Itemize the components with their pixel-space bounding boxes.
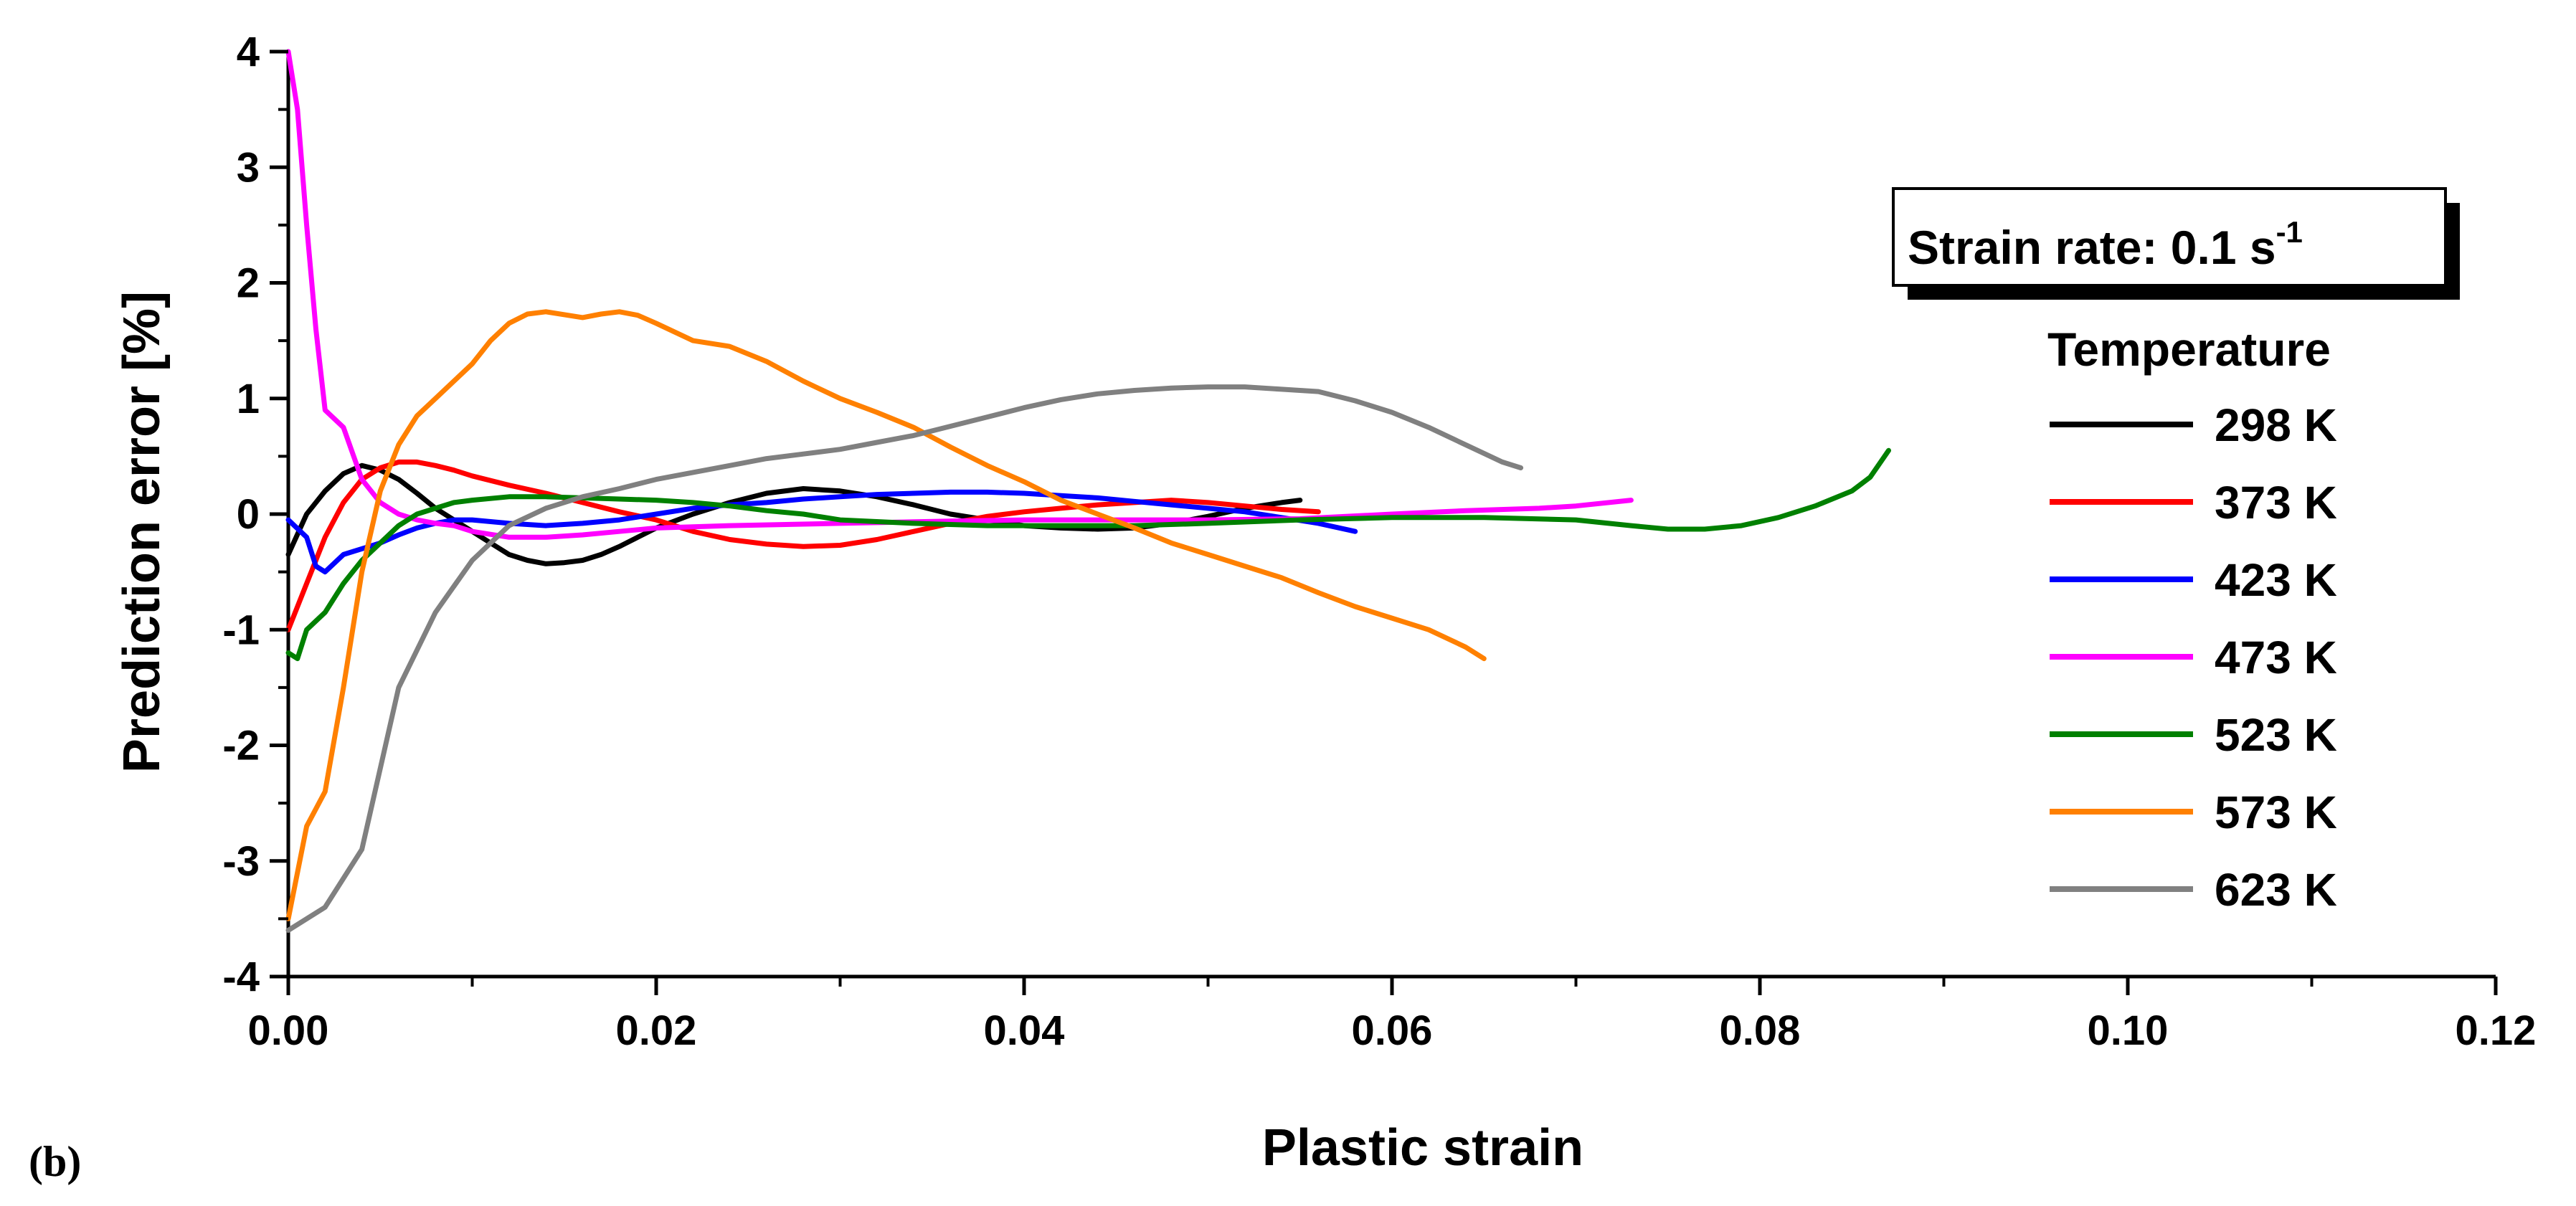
legend: 298 K 373 K 423 K 473 K 523 K 573 K 623 K: [2050, 399, 2337, 916]
strain-rate-text: Strain rate: 0.1 s-1: [1908, 215, 2303, 274]
legend-label: 298 K: [2215, 399, 2337, 451]
strain-rate-box: Strain rate: 0.1 s-1: [1892, 187, 2460, 300]
legend-label: 373 K: [2215, 477, 2337, 528]
x-tick-label: 0.06: [1352, 1007, 1433, 1054]
x-tick-label: 0.10: [2088, 1007, 2169, 1054]
x-tick-label: 0.04: [984, 1007, 1065, 1054]
legend-label: 523 K: [2215, 709, 2337, 761]
legend-title: Temperature: [2047, 323, 2331, 376]
legend-label: 623 K: [2215, 864, 2337, 916]
y-tick-label: 3: [237, 144, 260, 191]
y-tick-label: 0: [237, 491, 260, 538]
y-tick-label: 1: [237, 376, 260, 422]
y-tick-label: -1: [222, 607, 260, 653]
strain-rate-label: Strain rate: 0.1 s: [1908, 221, 2276, 274]
x-tick-label: 0.12: [2456, 1007, 2537, 1054]
legend-label: 573 K: [2215, 787, 2337, 838]
legend-label: 423 K: [2215, 554, 2337, 606]
panel-label: (b): [29, 1138, 81, 1185]
y-tick-label: 2: [237, 260, 260, 307]
y-tick-label: -4: [222, 954, 260, 1000]
x-tick-label: 0.00: [248, 1007, 329, 1054]
series-line-298k: [285, 462, 1303, 566]
series-line-623k: [285, 384, 1524, 933]
series-line-573k: [285, 309, 1487, 921]
axis-ticks: 0.00 0.02 0.04 0.06 0.08 0.10 0.12 -4 -3 -2 -1 0 1 2 3…: [222, 29, 2536, 1054]
series-line-523k: [285, 447, 1891, 662]
series-line-473k: [285, 49, 1634, 540]
y-tick-label: 4: [237, 29, 260, 75]
y-axis-title: Prediction error [%]: [113, 291, 171, 773]
strain-rate-box-frame: [1892, 187, 2447, 287]
series-lines: [285, 49, 1891, 933]
legend-label: 473 K: [2215, 632, 2337, 683]
x-axis-title: Plastic strain: [1262, 1119, 1583, 1177]
y-tick-label: -2: [222, 723, 260, 769]
x-tick-label: 0.02: [616, 1007, 697, 1054]
y-tick-label: -3: [222, 838, 260, 885]
x-tick-label: 0.08: [1720, 1007, 1801, 1054]
strain-rate-exponent: -1: [2276, 215, 2303, 249]
